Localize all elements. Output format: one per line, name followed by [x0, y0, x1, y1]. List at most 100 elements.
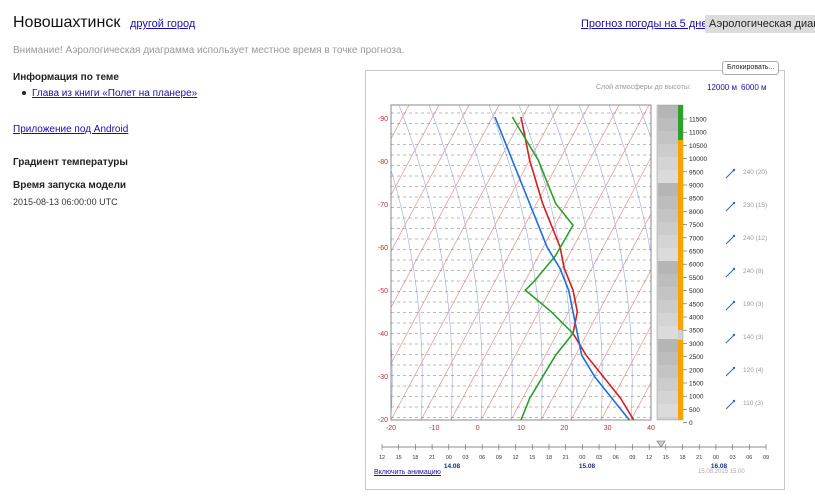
altitude-label: 2000: [689, 367, 704, 374]
block-button[interactable]: Блокировать...: [722, 61, 780, 75]
wind-label: 190 (3): [743, 301, 764, 308]
cloud-bar-orange-upper: [678, 140, 683, 330]
wind-barb-head-icon: [732, 300, 736, 304]
layer-height-label: Слой атмосферы до высоты:: [596, 84, 691, 91]
cloud-bar-band: [658, 222, 678, 235]
altitude-label: 11000: [689, 130, 707, 137]
cloud-bar-band: [658, 378, 678, 391]
wind-label: 230 (15): [743, 202, 767, 209]
cloud-bar-band: [658, 183, 678, 196]
glider-book-link[interactable]: Глава из книги «Полет на планере»: [32, 88, 198, 99]
timeline-hour-label: 09: [763, 455, 769, 461]
wind-barb-head-icon: [732, 267, 736, 271]
dry-adiabat-line: [181, 45, 381, 420]
moist-adiabat-line: [391, 332, 393, 420]
wind-barb-icon: [725, 268, 735, 278]
altitude-label: 11500: [689, 117, 707, 124]
timeline-hour-label: 21: [696, 455, 702, 461]
dry-adiabat-line: [211, 45, 411, 420]
altitude-label: 10000: [689, 156, 707, 163]
forecast-timeline[interactable]: 12 15 18 21 00 03 06 09 12 15 18 21 00 03 06 09 12 15 18 21…: [379, 440, 769, 470]
timeline-hour-label: 12: [646, 455, 652, 461]
plot-frame: [390, 104, 652, 421]
height-tick-label: -30: [378, 374, 388, 381]
moist-adiabat-line: [428, 105, 483, 420]
timeline-hour-label: 15: [529, 455, 535, 461]
timeline-hour-label: 12: [379, 455, 385, 461]
altitude-label: 7500: [689, 222, 704, 229]
cloud-bar-band: [658, 300, 678, 313]
temperature-tick-label: -20: [386, 425, 396, 432]
timeline-hour-label: 18: [546, 455, 552, 461]
dry-adiabat-line: [570, 269, 651, 420]
timeline-hour-label: 15: [396, 455, 402, 461]
model-run-value: 2015-08-13 06:00:00 UTC: [13, 197, 118, 207]
tab-aerological-diagram[interactable]: Аэрологическая диаграмма: [705, 15, 815, 33]
altitude-label: 2500: [689, 354, 704, 361]
moist-adiabat-line: [398, 105, 453, 420]
wind-barb-icon: [725, 169, 735, 179]
cloud-bar-band: [658, 209, 678, 222]
cloud-bar-band: [658, 235, 678, 248]
wind-label: 240 (8): [743, 268, 764, 275]
cloud-bar-band: [658, 105, 678, 118]
change-city-link[interactable]: другой город: [130, 18, 196, 30]
moist-adiabat-line: [578, 105, 633, 420]
timeline-date-label: 16.08: [711, 463, 728, 470]
altitude-label: 8500: [689, 196, 704, 203]
cloud-bar-band: [658, 131, 678, 144]
profile-lines: [494, 116, 635, 420]
cloud-bar-band: [658, 196, 678, 209]
wind-barb-icon: [725, 202, 735, 212]
wind-label: 240 (20): [743, 169, 767, 176]
timeline-hour-label: 09: [496, 455, 502, 461]
layer-12000-link[interactable]: 12000 м: [707, 83, 737, 92]
wind-label: 110 (3): [743, 400, 763, 407]
wind-barb-head-icon: [732, 333, 736, 337]
city-title: Новошахтинск: [13, 14, 121, 31]
altitude-label: 1000: [689, 394, 704, 401]
height-tick-label: -40: [378, 331, 388, 338]
timeline-hour-label: 06: [479, 455, 485, 461]
timeline-hour-label: 09: [629, 455, 635, 461]
height-tick-label: -90: [378, 116, 388, 123]
dry-adiabat-line: [391, 105, 470, 252]
timeline-hour-label: 15: [663, 455, 669, 461]
enable-animation-link[interactable]: Включить анимацию: [374, 469, 441, 476]
timeline-hour-label: 03: [730, 455, 736, 461]
five-day-forecast-link[interactable]: Прогноз погоды на 5 дней: [581, 18, 714, 30]
cloud-bar-band: [658, 170, 678, 183]
cloud-bar-band: [658, 248, 678, 261]
topic-info-item: Глава из книги «Полет на планере»: [22, 88, 197, 99]
altitude-label: 4500: [689, 301, 704, 308]
timeline-hour-label: 18: [679, 455, 685, 461]
dry-adiabat-line: [450, 105, 620, 420]
height-tick-label: -20: [378, 417, 388, 424]
temperature-tick-label: 10: [517, 425, 525, 432]
wind-barb-icon: [725, 301, 735, 311]
layer-6000-link[interactable]: 6000 м: [741, 83, 767, 92]
timeline-hour-label: 21: [429, 455, 435, 461]
dry-adiabat-line: [510, 156, 651, 420]
altitude-label: 5000: [689, 288, 704, 295]
temperature-tick-label: 20: [560, 425, 568, 432]
temperature-gradient-heading: Градиент температуры: [13, 157, 128, 168]
height-tick-label: -60: [378, 245, 388, 252]
altitude-label: 3500: [689, 328, 704, 335]
temperature-tick-label: -10: [429, 425, 439, 432]
timeline-hour-label: 03: [462, 455, 468, 461]
timeline-marker-icon[interactable]: [656, 440, 666, 448]
wind-barb-icon: [725, 334, 735, 344]
wind-barb-head-icon: [732, 168, 736, 172]
timeline-date-label: 15.08: [579, 463, 596, 470]
android-app-link[interactable]: Приложение под Android: [13, 124, 129, 135]
timeline-hour-label: 03: [596, 455, 602, 461]
altitude-label: 9500: [689, 169, 704, 176]
altitude-label: 1500: [689, 381, 704, 388]
temperature-tick-label: 40: [647, 425, 655, 432]
bullet-icon: [22, 91, 26, 96]
height-tick-label: -50: [378, 288, 388, 295]
temperature-tick-label: 30: [604, 425, 612, 432]
dry-adiabat-line: [480, 105, 650, 420]
cloud-bar-band: [658, 365, 678, 378]
